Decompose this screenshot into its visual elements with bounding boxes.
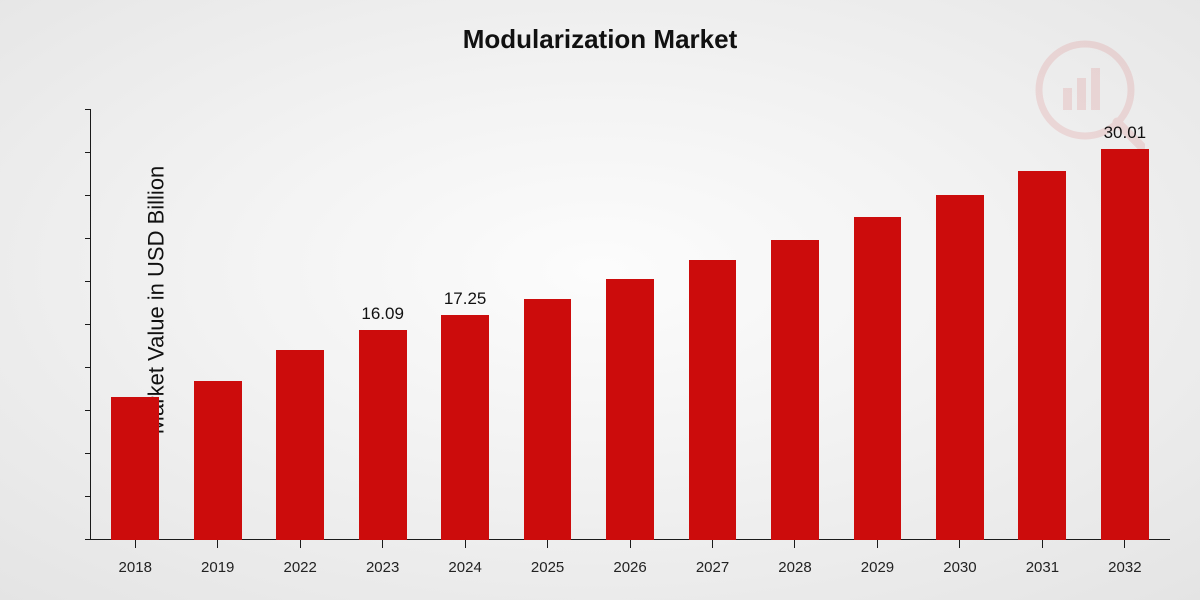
bar-slot [1001, 110, 1083, 540]
bar-slot [506, 110, 588, 540]
x-axis-category: 2027 [671, 559, 753, 576]
x-axis-category: 2024 [424, 559, 506, 576]
x-axis-category: 2032 [1084, 559, 1166, 576]
bar [359, 330, 407, 540]
bar [441, 315, 489, 540]
x-axis-category: 2029 [836, 559, 918, 576]
bar-slot [754, 110, 836, 540]
x-tick [877, 540, 878, 548]
x-tick [547, 540, 548, 548]
bar [689, 260, 737, 540]
bar [606, 279, 654, 540]
x-axis-category: 2026 [589, 559, 671, 576]
bar [936, 195, 984, 540]
bar-value-label: 17.25 [444, 289, 487, 309]
bar [771, 240, 819, 540]
bar-slot [919, 110, 1001, 540]
bar-slot: 30.01 [1084, 110, 1166, 540]
x-ticks [90, 540, 1170, 548]
x-axis-category: 2031 [1001, 559, 1083, 576]
x-tick [382, 540, 383, 548]
x-tick [794, 540, 795, 548]
bar [194, 381, 242, 540]
x-tick [712, 540, 713, 548]
x-axis-category: 2025 [506, 559, 588, 576]
x-axis-category: 2023 [341, 559, 423, 576]
bar-slot: 16.09 [341, 110, 423, 540]
x-axis-labels: 2018201920222023202420252026202720282029… [90, 559, 1170, 576]
x-tick [630, 540, 631, 548]
x-axis-category: 2030 [919, 559, 1001, 576]
x-tick [1124, 540, 1125, 548]
chart-title: Modularization Market [0, 24, 1200, 55]
x-axis-category: 2018 [94, 559, 176, 576]
x-tick [465, 540, 466, 548]
bar [276, 350, 324, 540]
bar-slot: 17.25 [424, 110, 506, 540]
bar-slot [671, 110, 753, 540]
bar [1018, 171, 1066, 540]
x-axis-category: 2022 [259, 559, 341, 576]
x-axis-category: 2019 [176, 559, 258, 576]
bar-slot [589, 110, 671, 540]
x-tick [959, 540, 960, 548]
x-axis-category: 2028 [754, 559, 836, 576]
bar-slot [94, 110, 176, 540]
bar-value-label: 16.09 [361, 304, 404, 324]
bar-slot [259, 110, 341, 540]
bar [111, 397, 159, 540]
x-tick [1042, 540, 1043, 548]
bar [524, 299, 572, 540]
x-tick [217, 540, 218, 548]
bar-slot [176, 110, 258, 540]
chart-canvas: Modularization Market Market Value in US… [0, 0, 1200, 600]
bar [1101, 149, 1149, 540]
bar-value-label: 30.01 [1104, 123, 1147, 143]
bar [854, 217, 902, 540]
bars-container: 16.09 17.25 30.01 [90, 110, 1170, 540]
x-tick [135, 540, 136, 548]
plot-area: 16.09 17.25 30.01 [90, 110, 1170, 540]
x-tick [300, 540, 301, 548]
bar-slot [836, 110, 918, 540]
